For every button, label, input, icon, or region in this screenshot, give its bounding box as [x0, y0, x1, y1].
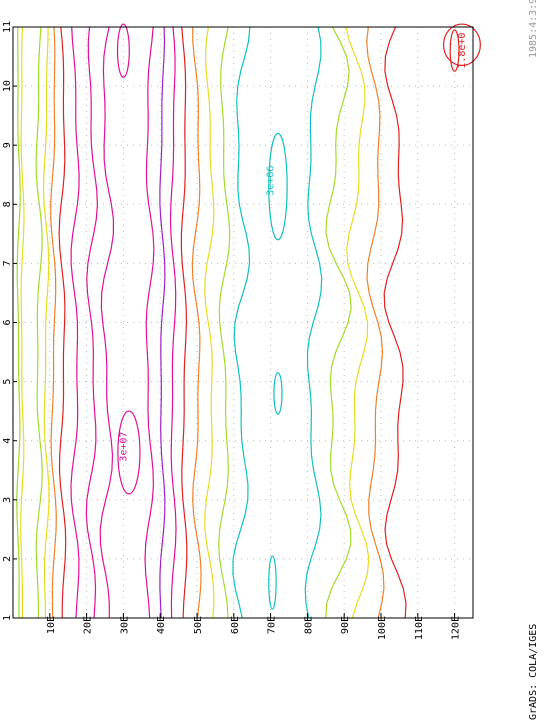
- tick-label-x: 3: [2, 497, 13, 503]
- contour-line: [16, 26, 21, 618]
- contour-labels: 3e+07 3e+06 1.8e+0: [118, 33, 468, 462]
- tick-label-x: 7: [2, 260, 13, 266]
- tick-label-lon: 70E: [267, 616, 278, 634]
- tick-label-lon: 20E: [83, 616, 94, 634]
- contour-line: [218, 26, 231, 619]
- contour-line: [180, 26, 188, 619]
- tick-label-lon: 10E: [46, 616, 57, 634]
- contour-line: [58, 26, 67, 619]
- contour-value-label: 3e+06: [266, 166, 277, 196]
- plot-frame: [12, 26, 474, 619]
- contour-line: [20, 26, 25, 618]
- tick-label-x: 11: [2, 21, 13, 33]
- contour-line: [304, 26, 323, 619]
- tick-label-x: 10: [2, 80, 13, 92]
- tick-label-x: 2: [2, 556, 13, 562]
- contour-line: [50, 26, 57, 619]
- contour-line: [204, 26, 215, 619]
- tick-label-x: 4: [2, 438, 13, 444]
- contour-line: [159, 26, 166, 619]
- tick-label-x: 5: [2, 379, 13, 385]
- footer-right-label: 1985:4:3:9: [528, 0, 539, 58]
- tick-label-x: 1: [2, 615, 13, 621]
- closed-contour: [449, 29, 460, 72]
- tick-label-lon: 40E: [156, 616, 167, 634]
- tick-label-lon: 60E: [230, 616, 241, 634]
- tick-label-x: 6: [2, 319, 13, 325]
- grid-lines: [13, 27, 473, 618]
- contour-line: [99, 26, 114, 618]
- axis-ticks: 10E 20E 30E 40E 50E 60E 70E 80E 90E 100E 110E 120E 1…: [2, 21, 462, 640]
- tick-label-lon: 80E: [303, 616, 314, 634]
- closed-contour: [116, 23, 130, 78]
- tick-label-x: 9: [2, 142, 13, 148]
- closed-contour: [268, 132, 288, 241]
- contour-line: [42, 26, 50, 619]
- contour-line: [85, 26, 99, 619]
- contour-line: [366, 26, 385, 619]
- contour-line: [35, 26, 43, 619]
- contour-line: [383, 26, 407, 619]
- footer-left-label: GrADS: COLA/IGES: [528, 624, 539, 720]
- closed-contour: [273, 372, 283, 415]
- contour-lines: [16, 23, 481, 619]
- tick-label-lon: 120E: [451, 616, 462, 640]
- contour-line: [169, 26, 177, 619]
- contour-line: [325, 26, 352, 619]
- contour-value-label: 3e+07: [118, 432, 129, 462]
- tick-label-lon: 30E: [119, 616, 130, 634]
- tick-label-lon: 100E: [377, 616, 388, 640]
- contour-line: [191, 26, 202, 619]
- contour-line: [70, 26, 80, 619]
- tick-label-lon: 110E: [414, 616, 425, 640]
- contour-line: [345, 26, 370, 619]
- tick-label-x: 8: [2, 201, 13, 207]
- closed-contour: [442, 23, 481, 67]
- closed-contour: [268, 555, 277, 610]
- contour-line: [144, 26, 155, 619]
- tick-label-lon: 50E: [193, 616, 204, 634]
- tick-label-lon: 90E: [340, 616, 351, 634]
- contour-line: [232, 26, 251, 619]
- closed-contour: [117, 410, 141, 495]
- contour-value-label: 1.8e+0: [457, 33, 468, 69]
